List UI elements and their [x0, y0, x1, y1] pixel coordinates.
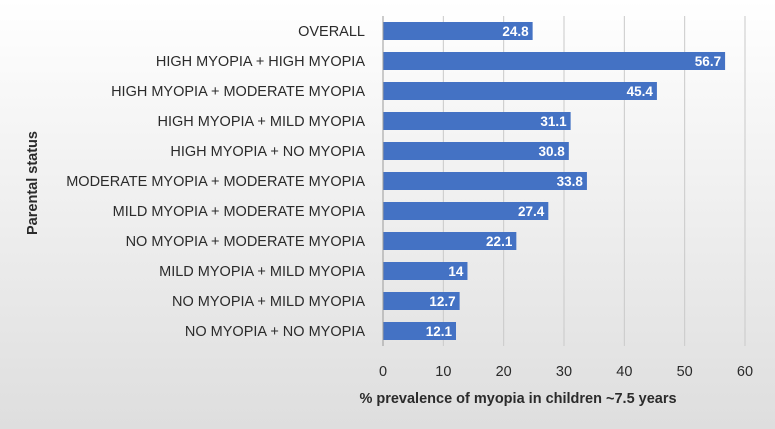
category-label: HIGH MYOPIA + MODERATE MYOPIA: [111, 84, 365, 100]
bar-value-label: 56.7: [695, 54, 721, 69]
bar-value-label: 14: [448, 264, 464, 279]
x-tick-label: 50: [677, 364, 693, 380]
bar: [383, 22, 533, 40]
bar-value-label: 22.1: [486, 234, 513, 249]
x-tick-label: 20: [496, 364, 512, 380]
bar-value-label: 12.1: [426, 324, 453, 339]
category-label: HIGH MYOPIA + HIGH MYOPIA: [156, 54, 365, 70]
bar: [383, 232, 517, 250]
bar: [383, 82, 657, 100]
category-label: NO MYOPIA + NO MYOPIA: [185, 324, 365, 340]
bar-value-label: 33.8: [557, 174, 584, 189]
category-label: NO MYOPIA + MILD MYOPIA: [172, 294, 365, 310]
axes: 0 10 20 30 40 50 60 OVERALL HIGH MYOPIA + HIGH M…: [66, 16, 753, 380]
x-tick-label: 40: [616, 364, 632, 380]
bar-value-label: 24.8: [502, 24, 529, 39]
bar: [383, 202, 549, 220]
bar: [383, 262, 468, 280]
bar-value-label: 31.1: [540, 114, 567, 129]
category-label: OVERALL: [298, 24, 365, 40]
category-label: MILD MYOPIA + MILD MYOPIA: [159, 264, 365, 280]
category-label: NO MYOPIA + MODERATE MYOPIA: [126, 234, 366, 250]
bar: [383, 292, 460, 310]
bar: [383, 172, 587, 190]
category-label: HIGH MYOPIA + NO MYOPIA: [170, 144, 365, 160]
bar-value-label: 12.7: [429, 294, 455, 309]
x-tick-label: 10: [435, 364, 451, 380]
x-tick-label: 60: [737, 364, 753, 380]
x-axis-title: % prevalence of myopia in children ~7.5 …: [359, 391, 676, 407]
category-label: HIGH MYOPIA + MILD MYOPIA: [158, 114, 366, 130]
bar: [383, 322, 457, 340]
category-label: MILD MYOPIA + MODERATE MYOPIA: [113, 204, 366, 220]
bar-value-label: 27.4: [518, 204, 545, 219]
bars: 24.8 56.7 45.4 31.1 30.8 33.8 27.4 22.1 14 12.7 12…: [383, 22, 726, 340]
bar: [383, 112, 571, 130]
bar: [383, 142, 569, 160]
bar-value-label: 45.4: [627, 84, 654, 99]
x-tick-label: 0: [379, 364, 387, 380]
bar-value-label: 30.8: [539, 144, 566, 159]
x-tick-label: 30: [556, 364, 572, 380]
y-axis-title: Parental status: [25, 131, 41, 235]
category-label: MODERATE MYOPIA + MODERATE MYOPIA: [66, 174, 365, 190]
bar: [383, 52, 726, 70]
